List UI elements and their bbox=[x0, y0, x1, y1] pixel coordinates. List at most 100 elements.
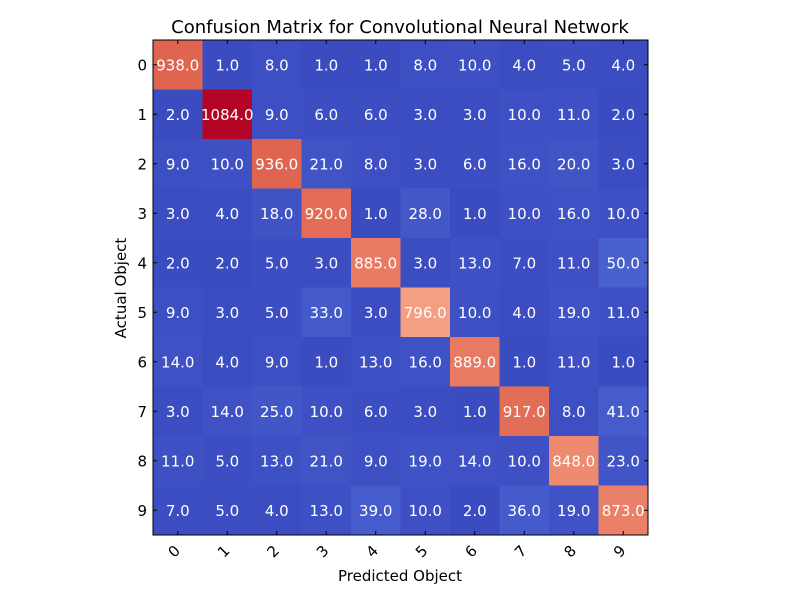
cell-value-label: 3.0 bbox=[413, 106, 437, 124]
y-axis-ticks: 0 1 2 3 4 5 6 7 8 9 bbox=[137, 56, 648, 520]
heatmap-cell bbox=[252, 40, 302, 90]
x-tick-label: 3 bbox=[313, 542, 332, 561]
heatmap-cell bbox=[598, 89, 649, 140]
cell-value-label: 3.0 bbox=[413, 254, 437, 272]
heatmap-cell bbox=[301, 238, 352, 288]
x-tick-label: 6 bbox=[461, 542, 480, 561]
y-tick-label: 6 bbox=[137, 353, 147, 371]
y-axis-label: Actual Object bbox=[112, 238, 130, 339]
heatmap-cell bbox=[598, 40, 649, 90]
cell-value-label: 889.0 bbox=[453, 353, 496, 371]
cell-value-label: 3.0 bbox=[215, 304, 239, 322]
cell-value-label: 16.0 bbox=[557, 205, 590, 223]
heatmap-cell bbox=[252, 89, 302, 140]
heatmap-cell bbox=[400, 436, 451, 486]
heatmap-cell bbox=[351, 139, 401, 189]
heatmap-cell bbox=[450, 89, 500, 140]
heatmap-cell bbox=[252, 139, 302, 189]
heatmap-cell bbox=[202, 436, 253, 486]
heatmap-cell bbox=[153, 40, 203, 90]
heatmap-cell bbox=[202, 188, 253, 239]
y-tick-label: 7 bbox=[137, 403, 147, 421]
cell-value-label: 3.0 bbox=[413, 403, 437, 421]
cell-value-label: 3.0 bbox=[463, 106, 487, 124]
cell-value-label: 3.0 bbox=[166, 403, 190, 421]
heatmap-cell bbox=[202, 337, 253, 387]
cell-value-label: 25.0 bbox=[260, 403, 293, 421]
heatmap-cell bbox=[499, 436, 550, 486]
cell-value-label: 9.0 bbox=[166, 304, 190, 322]
heatmap-cell bbox=[301, 188, 352, 239]
heatmap-cell bbox=[549, 386, 599, 437]
y-tick-label: 9 bbox=[137, 502, 147, 520]
cell-value-label: 8.0 bbox=[413, 56, 437, 74]
cell-value-label: 9.0 bbox=[364, 452, 388, 470]
cell-value-label: 21.0 bbox=[310, 452, 343, 470]
cell-value-label: 4.0 bbox=[265, 502, 289, 520]
heatmap-cell bbox=[252, 337, 302, 387]
cell-value-label: 5.0 bbox=[215, 452, 239, 470]
cell-value-label: 9.0 bbox=[265, 106, 289, 124]
heatmap-cell bbox=[153, 337, 203, 387]
cell-value-label: 20.0 bbox=[557, 155, 590, 173]
cell-value-label: 36.0 bbox=[508, 502, 541, 520]
cell-value-label: 13.0 bbox=[310, 502, 343, 520]
heatmap-cell bbox=[301, 386, 352, 437]
cell-value-label: 10.0 bbox=[508, 452, 541, 470]
cell-value-label: 4.0 bbox=[512, 56, 536, 74]
heatmap-cell bbox=[450, 139, 500, 189]
heatmap-cell bbox=[598, 436, 649, 486]
heatmap-cell bbox=[450, 238, 500, 288]
x-tick-label: 2 bbox=[263, 542, 282, 561]
heatmap-cell bbox=[252, 188, 302, 239]
cell-value-label: 5.0 bbox=[265, 304, 289, 322]
cell-value-label: 796.0 bbox=[404, 304, 447, 322]
cell-value-label: 4.0 bbox=[215, 205, 239, 223]
heatmap-cell bbox=[351, 485, 401, 536]
heatmap-cell bbox=[351, 40, 401, 90]
x-tick-label: 5 bbox=[412, 542, 431, 561]
heatmap-cell bbox=[351, 337, 401, 387]
cell-value-label: 9.0 bbox=[166, 155, 190, 173]
cell-value-label: 21.0 bbox=[310, 155, 343, 173]
cell-value-label: 938.0 bbox=[156, 56, 199, 74]
cell-value-label: 2.0 bbox=[463, 502, 487, 520]
cell-value-label: 3.0 bbox=[364, 304, 388, 322]
heatmap-cell bbox=[450, 40, 500, 90]
x-tick-label: 4 bbox=[362, 542, 381, 561]
cell-value-label: 1.0 bbox=[215, 56, 239, 74]
cell-value-label: 13.0 bbox=[359, 353, 392, 371]
heatmap-cell bbox=[153, 188, 203, 239]
cell-value-label: 9.0 bbox=[265, 353, 289, 371]
cell-value-label: 10.0 bbox=[409, 502, 442, 520]
heatmap-cell bbox=[202, 238, 253, 288]
cell-value-label: 11.0 bbox=[557, 106, 590, 124]
heatmap-cell bbox=[400, 40, 451, 90]
cell-value-label: 3.0 bbox=[413, 155, 437, 173]
cell-value-label: 8.0 bbox=[364, 155, 388, 173]
cell-value-label: 14.0 bbox=[211, 403, 244, 421]
cell-value-label: 14.0 bbox=[458, 452, 491, 470]
y-tick-label: 8 bbox=[137, 452, 147, 470]
x-tick-label: 9 bbox=[610, 542, 629, 561]
cell-value-label: 2.0 bbox=[166, 106, 190, 124]
cell-value-label: 10.0 bbox=[508, 106, 541, 124]
cell-value-label: 10.0 bbox=[310, 403, 343, 421]
heatmap-cell bbox=[549, 139, 599, 189]
heatmap-cell bbox=[301, 287, 352, 338]
heatmap-cell bbox=[400, 287, 451, 338]
x-axis-label: Predicted Object bbox=[338, 567, 462, 585]
x-tick-label: 0 bbox=[164, 542, 183, 561]
y-tick-label: 2 bbox=[137, 155, 147, 173]
cell-value-label: 14.0 bbox=[161, 353, 194, 371]
heatmap-cell bbox=[400, 89, 451, 140]
cell-value-label: 920.0 bbox=[305, 205, 348, 223]
cell-value-label: 1.0 bbox=[512, 353, 536, 371]
heatmap-cell bbox=[499, 238, 550, 288]
cell-value-label: 2.0 bbox=[166, 254, 190, 272]
cell-value-label: 848.0 bbox=[552, 452, 595, 470]
heatmap-cell bbox=[549, 89, 599, 140]
heatmap-cell bbox=[598, 287, 649, 338]
heatmap-cell bbox=[252, 238, 302, 288]
